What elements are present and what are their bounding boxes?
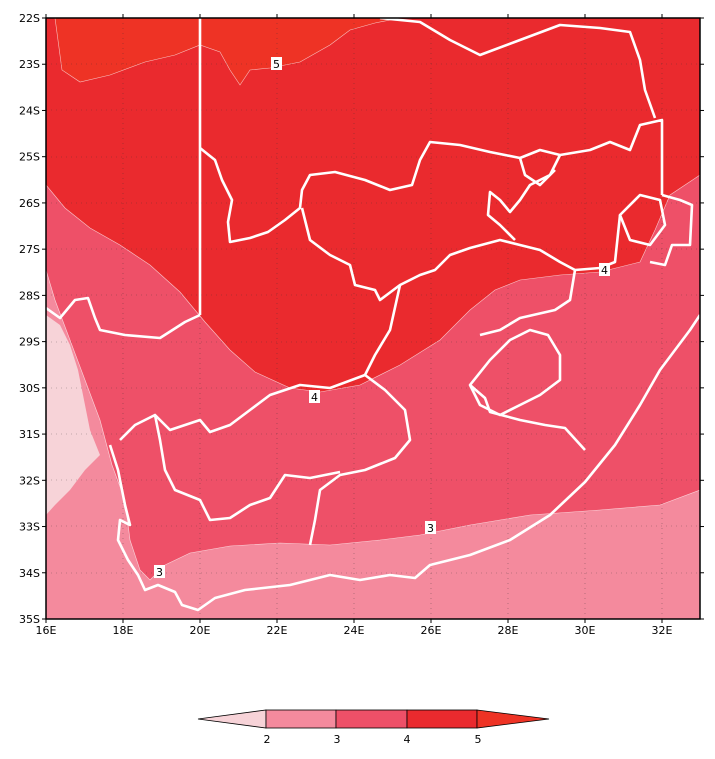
border-botswana-sa — [199, 118, 664, 244]
contour-line-4 — [46, 174, 700, 393]
lat-label-23s: 23S — [19, 58, 40, 71]
lon-label-28e: 28E — [498, 624, 519, 637]
lat-label-31s: 31S — [19, 428, 40, 441]
border-provinces-5 — [469, 269, 586, 451]
contour-line-3 — [46, 269, 700, 581]
legend-label-5: 5 — [475, 733, 482, 746]
contour-label-4-east: 4 — [601, 264, 608, 277]
axis-ticks — [42, 14, 704, 623]
lat-label-34s: 34S — [19, 567, 40, 580]
legend-swatch-4-5 — [406, 709, 478, 729]
border-eswatini — [618, 193, 667, 247]
legend-swatch-below-2 — [197, 709, 267, 729]
latitude-labels: 22S 23S 24S 25S 26S 27S 28S 29S 30S 31S 32S 33S 34S 3… — [19, 12, 40, 626]
lat-label-33s: 33S — [19, 521, 40, 534]
contour-label-3-east: 3 — [427, 522, 434, 535]
longitude-labels: 16E 18E 20E 22E 24E 26E 28E 30E 32E — [36, 624, 673, 637]
border-provinces-4 — [153, 414, 341, 522]
lon-label-22e: 22E — [267, 624, 288, 637]
lon-label-20e: 20E — [190, 624, 211, 637]
legend-label-2: 2 — [264, 733, 271, 746]
legend-label-4: 4 — [404, 733, 411, 746]
lat-label-32s: 32S — [19, 474, 40, 487]
border-provinces-6 — [486, 154, 562, 241]
lat-label-27s: 27S — [19, 243, 40, 256]
band-below-2 — [46, 315, 100, 515]
band-above-5 — [55, 18, 400, 85]
plot-frame — [45, 17, 701, 620]
border-provinces-2 — [308, 284, 412, 546]
legend-swatch-above-5 — [476, 709, 550, 729]
coastline — [46, 296, 700, 612]
lon-label-16e: 16E — [36, 624, 57, 637]
lat-label-25s: 25S — [19, 151, 40, 164]
lat-label-35s: 35S — [19, 613, 40, 626]
map-fill-layers — [46, 18, 700, 619]
contour-line-5 — [54, 18, 401, 86]
contour-label-3-west: 3 — [156, 566, 163, 579]
border-zimbabwe — [379, 18, 657, 119]
legend-swatch-3-4 — [335, 709, 408, 729]
lat-label-28s: 28S — [19, 289, 40, 302]
border-provinces-7 — [649, 193, 694, 267]
band-4-5 — [46, 18, 700, 392]
border-provinces-1 — [300, 207, 622, 302]
lat-label-29s: 29S — [19, 336, 40, 349]
contour-label-5: 5 — [273, 58, 280, 71]
contour-labels: 5 4 4 3 3 — [154, 57, 610, 579]
lon-label-30e: 30E — [575, 624, 596, 637]
color-legend: 2 3 4 5 — [197, 709, 550, 746]
lat-label-26s: 26S — [19, 197, 40, 210]
legend-label-3: 3 — [334, 733, 341, 746]
lon-label-32e: 32E — [652, 624, 673, 637]
political-boundaries — [46, 18, 700, 612]
lon-label-24e: 24E — [344, 624, 365, 637]
lon-label-26e: 26E — [421, 624, 442, 637]
lat-label-24s: 24S — [19, 104, 40, 117]
contour-label-4-south: 4 — [311, 391, 318, 404]
border-provinces-3 — [119, 373, 366, 441]
legend-swatch-2-3 — [265, 709, 337, 729]
lat-label-22s: 22S — [19, 12, 40, 25]
lat-label-30s: 30S — [19, 382, 40, 395]
lon-label-18e: 18E — [113, 624, 134, 637]
